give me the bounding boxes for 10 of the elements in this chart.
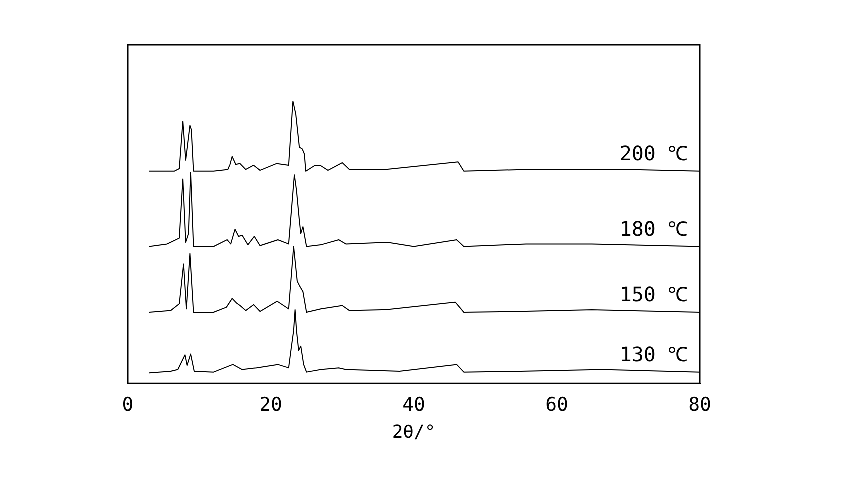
x-tick-label: 20 xyxy=(260,394,282,416)
x-tick-label: 80 xyxy=(688,394,712,416)
x-tick-label: 60 xyxy=(546,394,568,416)
x-axis-title: 2θ/° xyxy=(392,422,436,443)
series-label: 130 ℃ xyxy=(620,342,688,367)
series-label: 150 ℃ xyxy=(620,282,688,307)
x-tick-label: 0 xyxy=(122,394,134,416)
series-label: 180 ℃ xyxy=(620,216,688,241)
series-label: 200 ℃ xyxy=(620,142,688,166)
x-tick-label: 40 xyxy=(402,394,426,416)
